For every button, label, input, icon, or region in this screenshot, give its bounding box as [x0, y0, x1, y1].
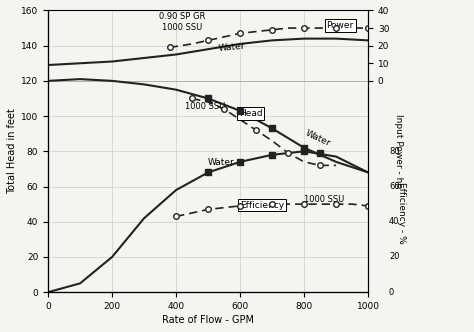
Text: Power: Power — [327, 21, 354, 30]
Text: Efficiency - %: Efficiency - % — [397, 182, 406, 244]
Text: 1000 SSU: 1000 SSU — [304, 195, 344, 205]
Y-axis label: Total Head in feet: Total Head in feet — [7, 108, 17, 194]
Text: 40: 40 — [389, 217, 400, 226]
Text: 1000 SSU: 1000 SSU — [185, 102, 225, 111]
Y-axis label: Input Power - hp: Input Power - hp — [393, 114, 402, 188]
Text: Efficiency: Efficiency — [240, 201, 284, 209]
Text: Water: Water — [208, 158, 235, 167]
Text: Water: Water — [218, 42, 245, 53]
Text: Head: Head — [239, 109, 263, 118]
X-axis label: Rate of Flow - GPM: Rate of Flow - GPM — [162, 315, 254, 325]
Text: 60: 60 — [389, 182, 400, 191]
Text: 0: 0 — [389, 288, 394, 297]
Text: 20: 20 — [389, 252, 400, 262]
Text: Water: Water — [304, 128, 332, 148]
Text: 80: 80 — [389, 147, 400, 156]
Text: 0.90 SP GR
1000 SSU: 0.90 SP GR 1000 SSU — [159, 12, 206, 32]
